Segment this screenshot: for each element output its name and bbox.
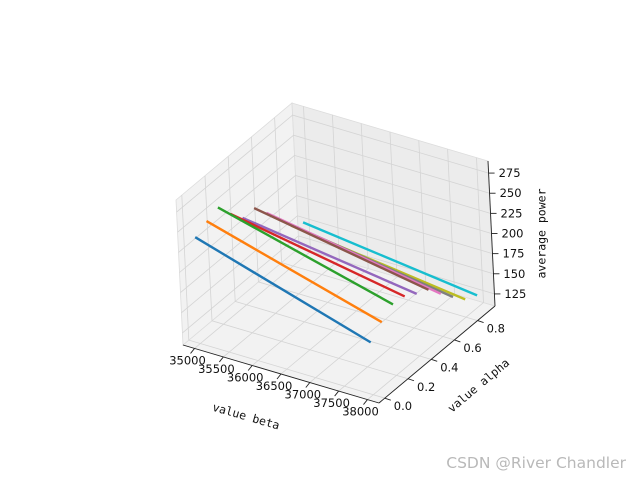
- x-axis-label: value beta: [211, 400, 281, 433]
- series-line-1: [194, 236, 372, 344]
- z-axis-label: average power: [535, 188, 549, 278]
- x-tick-label: 37500: [313, 396, 350, 410]
- z-grid-line: [180, 195, 493, 293]
- tick-mark: [384, 397, 391, 401]
- y-tick-label: 0.0: [394, 399, 412, 413]
- y-tick-label: 0.6: [463, 341, 481, 355]
- z-tick-label: 200: [502, 227, 524, 241]
- tick-mark: [334, 390, 339, 397]
- x-tick-label: 35000: [169, 353, 206, 367]
- z-tick-label: 250: [500, 186, 522, 200]
- grid-lines: [176, 106, 495, 400]
- z-grid-line: [176, 114, 489, 213]
- y-tick-label: 0.2: [417, 380, 435, 394]
- y-axis-line: [378, 305, 496, 404]
- tick-mark: [305, 382, 311, 388]
- series-line-6: [253, 207, 430, 291]
- y-grid-line: [274, 117, 478, 321]
- z-grid-line: [177, 134, 490, 233]
- z-tick-label: 225: [501, 206, 523, 220]
- series-line-4: [229, 212, 406, 298]
- z-tick-label: 150: [503, 267, 525, 281]
- tick-mark: [363, 399, 368, 405]
- x-grid-line: [251, 123, 369, 366]
- x-tick-label: 36500: [256, 379, 293, 393]
- x-tick-label: 36000: [227, 371, 264, 385]
- tick-mark: [247, 365, 253, 371]
- tick-mark: [407, 378, 415, 382]
- tick-mark: [431, 358, 438, 362]
- data-series: [194, 206, 478, 344]
- y-grid-line: [204, 175, 409, 380]
- tick-mark: [276, 373, 282, 380]
- x-grid-line: [280, 131, 398, 375]
- tick-marks: [190, 172, 501, 405]
- z-grid-line: [178, 154, 491, 253]
- z-tick-label: 175: [503, 247, 525, 261]
- z-tick-label: 275: [499, 166, 521, 180]
- z-grid-line: [181, 215, 494, 314]
- z-tick-label: 125: [504, 287, 526, 301]
- x-tick-label: 35500: [198, 362, 235, 376]
- y-tick-label: 0.8: [487, 322, 505, 336]
- series-line-2: [205, 220, 383, 324]
- series-line-3: [217, 206, 394, 306]
- series-line-5: [242, 216, 418, 295]
- x-grid-line: [367, 157, 484, 400]
- z-grid-line: [179, 175, 492, 273]
- series-line-10: [302, 221, 478, 297]
- tick-mark: [477, 320, 484, 323]
- tick-mark: [190, 348, 195, 354]
- x-tick-label: 38000: [342, 405, 379, 419]
- y-tick-label: 0.4: [440, 360, 458, 374]
- watermark-text: CSDN @River Chandler: [446, 454, 626, 472]
- tick-mark: [454, 339, 461, 343]
- y-grid-line: [181, 195, 385, 399]
- tick-mark: [219, 356, 224, 363]
- x-tick-label: 37000: [285, 388, 322, 402]
- y-grid-line: [251, 136, 455, 341]
